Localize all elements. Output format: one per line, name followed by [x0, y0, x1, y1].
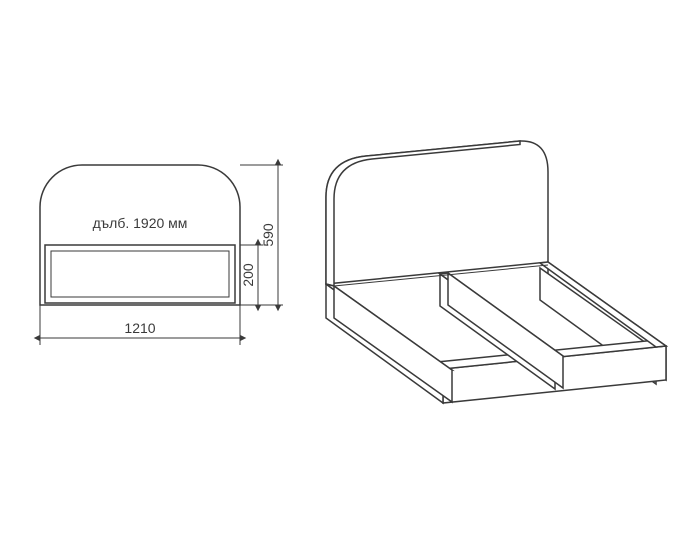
width-dimension: 1210 — [40, 305, 240, 345]
side-rail-outer — [45, 245, 235, 303]
headboard-outline — [40, 165, 240, 305]
isometric-view — [326, 141, 666, 403]
technical-drawing: дълб. 1920 мм 1210 590 200 — [0, 0, 700, 550]
rail-left-inner — [334, 286, 452, 402]
height-lower-dimension: 200 — [240, 245, 263, 305]
height-full-value: 590 — [260, 223, 276, 247]
side-rail-inner — [51, 251, 229, 297]
height-lower-value: 200 — [240, 263, 256, 287]
depth-label: дълб. 1920 мм — [93, 215, 188, 231]
width-value: 1210 — [124, 320, 155, 336]
headboard-face — [326, 141, 548, 284]
front-elevation: дълб. 1920 мм — [40, 165, 240, 305]
